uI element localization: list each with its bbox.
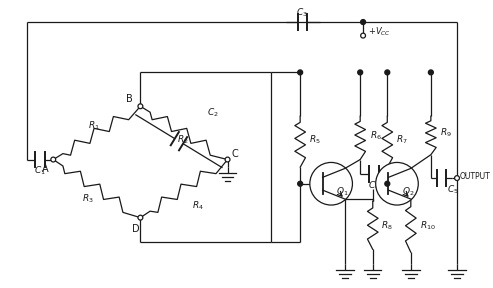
Text: $R_2$: $R_2$ bbox=[177, 134, 189, 146]
Text: D: D bbox=[132, 224, 140, 234]
Text: $R_6$: $R_6$ bbox=[370, 129, 382, 142]
Circle shape bbox=[361, 20, 365, 24]
Text: $R_5$: $R_5$ bbox=[309, 134, 320, 146]
Text: $C_5$: $C_5$ bbox=[447, 183, 459, 196]
Circle shape bbox=[385, 181, 390, 186]
Circle shape bbox=[376, 162, 418, 205]
Circle shape bbox=[455, 176, 459, 181]
Circle shape bbox=[428, 70, 433, 75]
Circle shape bbox=[138, 104, 143, 109]
Text: $R_9$: $R_9$ bbox=[440, 126, 452, 139]
Text: B: B bbox=[126, 94, 133, 104]
Circle shape bbox=[51, 157, 56, 162]
Circle shape bbox=[361, 33, 365, 38]
Text: $Q_1$: $Q_1$ bbox=[336, 185, 349, 198]
Text: $C_2$: $C_2$ bbox=[207, 107, 219, 119]
Circle shape bbox=[298, 70, 303, 75]
Text: $C_1$: $C_1$ bbox=[34, 165, 45, 177]
Text: $R_4$: $R_4$ bbox=[192, 200, 204, 212]
Text: C: C bbox=[232, 149, 239, 159]
Text: $R_8$: $R_8$ bbox=[382, 220, 393, 232]
Circle shape bbox=[310, 162, 352, 205]
Circle shape bbox=[138, 215, 143, 220]
Circle shape bbox=[225, 157, 230, 162]
Text: $Q_2$: $Q_2$ bbox=[402, 185, 414, 198]
Text: $R_{10}$: $R_{10}$ bbox=[420, 220, 435, 232]
Circle shape bbox=[358, 70, 363, 75]
Text: $R_1$: $R_1$ bbox=[88, 120, 100, 132]
Text: $R_3$: $R_3$ bbox=[82, 192, 94, 204]
Text: OUTPUT: OUTPUT bbox=[460, 172, 491, 181]
Text: A: A bbox=[42, 164, 49, 174]
Text: +$V_{CC}$: +$V_{CC}$ bbox=[368, 25, 391, 38]
Text: $C_3$: $C_3$ bbox=[296, 6, 308, 19]
Circle shape bbox=[385, 70, 390, 75]
Circle shape bbox=[298, 181, 303, 186]
Text: $R_7$: $R_7$ bbox=[396, 134, 408, 146]
Text: $C_4$: $C_4$ bbox=[368, 179, 380, 192]
